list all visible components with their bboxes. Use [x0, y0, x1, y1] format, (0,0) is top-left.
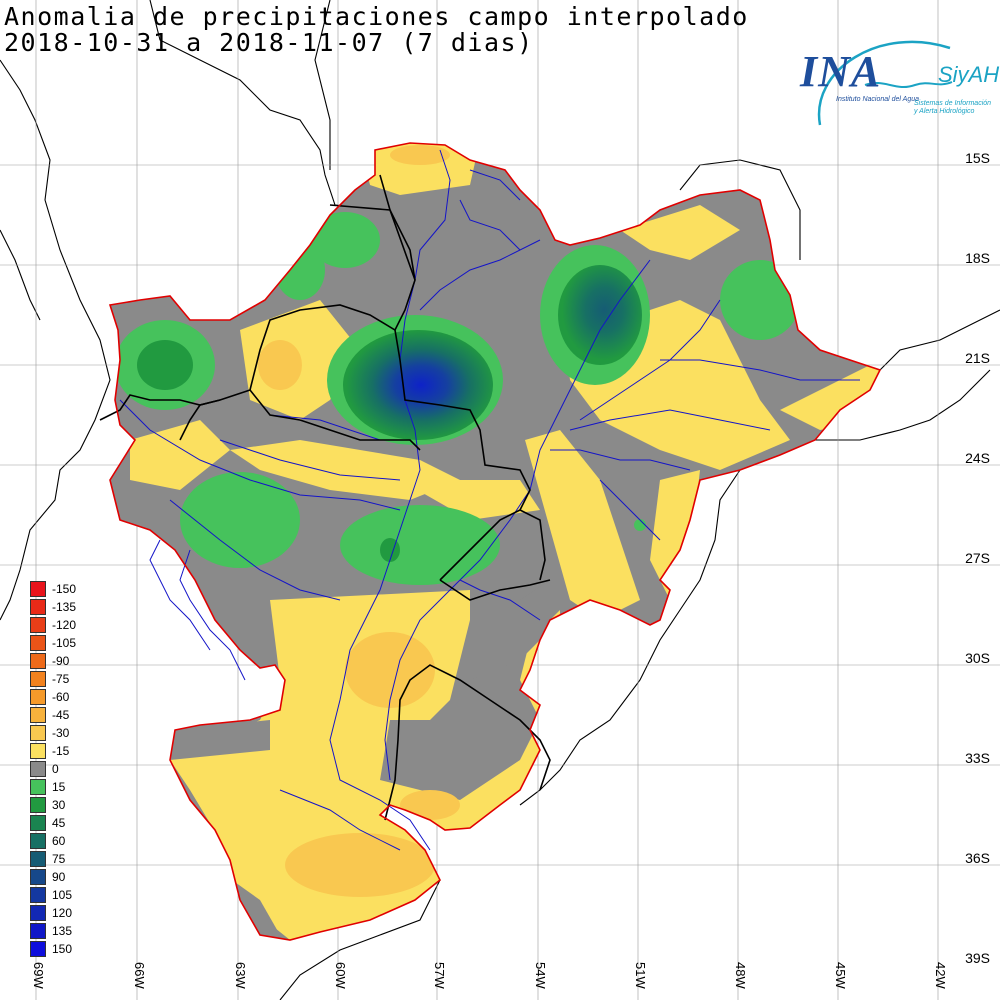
ina-siyah-logo: INA SiyAH Instituto Nacional del Agua Si…: [790, 30, 1000, 130]
legend-label: -30: [52, 726, 70, 740]
legend-swatch: [30, 617, 46, 633]
legend-swatch: [30, 743, 46, 759]
latitude-label: 18S: [965, 250, 990, 266]
legend-swatch: [30, 905, 46, 921]
legend-row: -60: [30, 688, 76, 706]
legend-label: -120: [52, 618, 77, 632]
legend-label: 45: [52, 816, 66, 830]
legend-row: -120: [30, 616, 76, 634]
latitude-label: 24S: [965, 450, 990, 466]
legend-label: 120: [52, 906, 73, 920]
legend-label: -60: [52, 690, 70, 704]
longitude-label: 60W: [333, 962, 348, 989]
political-borders: [99, 174, 551, 821]
legend-label: 60: [52, 834, 66, 848]
longitude-label: 63W: [233, 962, 248, 989]
legend-swatch: [30, 815, 46, 831]
latitude-label: 30S: [965, 650, 990, 666]
legend-row: 15: [30, 778, 76, 796]
legend-row: -45: [30, 706, 76, 724]
legend-swatch: [30, 761, 46, 777]
logo-system-desc: Sistemas de Información y Alerta Hidroló…: [914, 100, 1000, 116]
legend-swatch: [30, 707, 46, 723]
legend-label: 150: [52, 942, 73, 956]
legend-label: 0: [52, 762, 59, 776]
legend-row: -105: [30, 634, 76, 652]
map-title: Anomalia de precipitaciones campo interp…: [4, 2, 749, 31]
longitude-label: 51W: [633, 962, 648, 989]
legend-swatch: [30, 941, 46, 957]
legend-row: 45: [30, 814, 76, 832]
legend-swatch: [30, 833, 46, 849]
legend-swatch: [30, 581, 46, 597]
legend-swatch: [30, 797, 46, 813]
legend-row: 75: [30, 850, 76, 868]
legend-row: 60: [30, 832, 76, 850]
longitude-label: 45W: [833, 962, 848, 989]
legend-label: -75: [52, 672, 70, 686]
logo-brand: INA: [800, 47, 882, 96]
legend-swatch: [30, 869, 46, 885]
legend-swatch: [30, 779, 46, 795]
legend-label: -135: [52, 600, 77, 614]
latitude-label: 27S: [965, 550, 990, 566]
color-legend: -150 -135 -120 -105 -90 -75 -60 -45 -30 -15 0 15 30 4…: [30, 580, 76, 958]
legend-swatch: [30, 725, 46, 741]
latitude-label: 39S: [965, 950, 990, 966]
legend-row: 105: [30, 886, 76, 904]
logo-system: SiyAH: [938, 62, 1000, 87]
legend-label: -45: [52, 708, 70, 722]
legend-label: -105: [52, 636, 77, 650]
latitude-label: 15S: [965, 150, 990, 166]
latitude-label: 36S: [965, 850, 990, 866]
longitude-label: 57W: [432, 962, 447, 989]
legend-label: -90: [52, 654, 70, 668]
legend-swatch: [30, 923, 46, 939]
longitude-label: 66W: [132, 962, 147, 989]
legend-label: 15: [52, 780, 66, 794]
legend-label: 90: [52, 870, 66, 884]
map-date-range: 2018-10-31 a 2018-11-07 (7 dias): [4, 28, 534, 57]
legend-swatch: [30, 671, 46, 687]
legend-swatch: [30, 599, 46, 615]
longitude-label: 48W: [733, 962, 748, 989]
legend-row: 150: [30, 940, 76, 958]
legend-swatch: [30, 689, 46, 705]
logo-system-line1: Sistemas de Información: [914, 100, 992, 107]
legend-label: -150: [52, 582, 77, 596]
legend-swatch: [30, 653, 46, 669]
legend-row: 0: [30, 760, 76, 778]
legend-swatch: [30, 635, 46, 651]
legend-label: 75: [52, 852, 66, 866]
latitude-label: 21S: [965, 350, 990, 366]
logo-institute: Instituto Nacional del Agua: [836, 96, 920, 103]
legend-row: -30: [30, 724, 76, 742]
legend-row: -90: [30, 652, 76, 670]
legend-swatch: [30, 851, 46, 867]
legend-row: -15: [30, 742, 76, 760]
logo-swoosh-icon: [817, 40, 953, 126]
legend-label: -15: [52, 744, 70, 758]
legend-swatch: [30, 887, 46, 903]
rivers: [119, 149, 860, 851]
legend-row: -150: [30, 580, 76, 598]
longitude-label: 42W: [933, 962, 948, 989]
logo-system-line2: y Alerta Hidrológico: [914, 108, 975, 115]
latitude-label: 33S: [965, 750, 990, 766]
legend-row: -135: [30, 598, 76, 616]
legend-row: 120: [30, 904, 76, 922]
longitude-label: 69W: [31, 962, 46, 989]
legend-row: 30: [30, 796, 76, 814]
legend-label: 135: [52, 924, 73, 938]
legend-row: 135: [30, 922, 76, 940]
legend-label: 105: [52, 888, 73, 902]
legend-row: -75: [30, 670, 76, 688]
legend-label: 30: [52, 798, 66, 812]
legend-row: 90: [30, 868, 76, 886]
longitude-label: 54W: [533, 962, 548, 989]
